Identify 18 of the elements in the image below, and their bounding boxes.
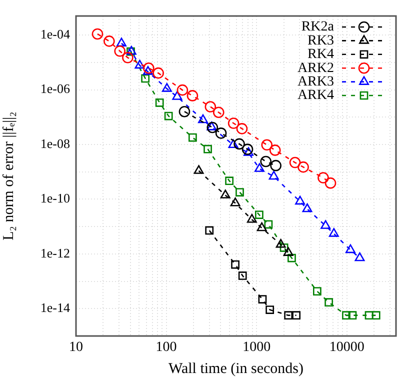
y-tick-label: 1e-08 — [40, 136, 70, 151]
y-tick-label: 1e-04 — [40, 26, 70, 42]
y-tick-label: 1e-06 — [40, 81, 70, 96]
x-tick-label: 1000 — [242, 340, 271, 356]
legend-label: ARK4 — [297, 88, 334, 104]
y-tick-label: 1e-12 — [40, 245, 70, 260]
legend-label: ARK2 — [297, 60, 334, 76]
y-tick-label: 1e-14 — [40, 300, 70, 316]
x-tick-label: 10 — [69, 340, 83, 356]
x-tick-label: 10000 — [329, 340, 364, 356]
x-axis-title: Wall time (in seconds) — [168, 360, 304, 377]
x-tick-label: 100 — [156, 340, 177, 356]
legend-label: RK2a — [301, 20, 335, 35]
legend-label: RK3 — [308, 33, 334, 48]
y-tick-label: 1e-10 — [40, 190, 70, 206]
legend-label: ARK3 — [297, 74, 334, 90]
legend-label: RK4 — [308, 47, 334, 62]
y-axis-title: L₂ norm of error ||fₑ||₂ — [0, 112, 17, 240]
